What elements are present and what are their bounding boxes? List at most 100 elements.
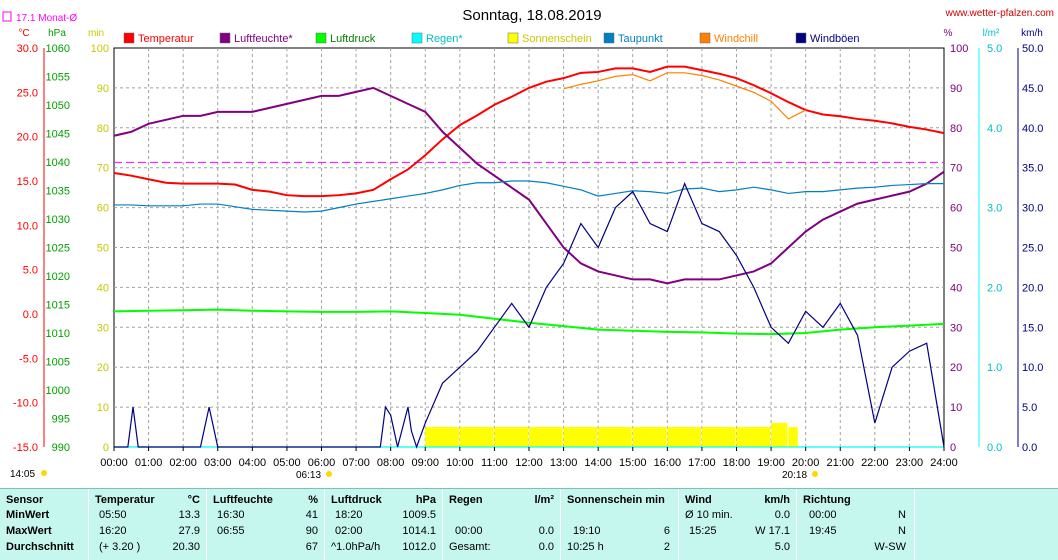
x-tick-label: 03:00 [204, 457, 232, 469]
pressure-unit: hPa [48, 28, 66, 39]
sunshine-bar [494, 427, 528, 447]
row-label-col: Sensor MinWert MaxWert Durchschnitt [0, 489, 88, 560]
temp-trend: (+ 3.20 ) [99, 541, 141, 553]
wind-max-time: 15:25 [689, 525, 717, 537]
sun-unit: min [88, 28, 104, 39]
col-sunshine: Sonnenschein min 19:10 6 10:25 h 2 [560, 489, 678, 560]
col-humidity: Luftfeuchte % 16:30 41 06:55 90 67 [206, 489, 324, 560]
series-line-luftdruck [113, 308, 945, 336]
col-empty [914, 489, 1058, 560]
pressure-tick-label: 1000 [46, 385, 70, 397]
pressure-tick-label: 1030 [46, 214, 70, 226]
humidity-tick-label: 0 [950, 442, 956, 454]
rain-unit: l/m² [983, 28, 1000, 39]
legend-swatch [123, 32, 135, 44]
dir-avg-value: W-SW [874, 541, 906, 553]
temp-unit: °C [18, 28, 29, 39]
x-tick-label: 22:00 [861, 457, 889, 469]
temp-tick-label: -5.0 [19, 353, 38, 365]
series-line-windben [114, 182, 945, 449]
sun-tick-label: 50 [97, 243, 109, 255]
sun-tick-label: 80 [97, 123, 109, 135]
pressure-tick-label: 1040 [46, 157, 70, 169]
x-tick-label: 04:00 [239, 457, 267, 469]
label-max: MaxWert [6, 525, 52, 537]
temp-avg-value: 20.30 [172, 541, 200, 553]
press-trend: ^1.0hPa/h [331, 541, 381, 553]
wind-unit: km/h [1021, 28, 1043, 39]
sunshine-bar [736, 427, 771, 447]
sunshine-bar [459, 427, 494, 447]
wind-tick-label: 5.0 [1022, 402, 1037, 414]
x-tick-label: 21:00 [826, 457, 854, 469]
hdr-direction: Richtung [803, 494, 851, 506]
sun-tick-label: 0 [103, 442, 109, 454]
wind-tick-label: 45.0 [1022, 83, 1043, 95]
temp-max-time: 16:20 [99, 525, 127, 537]
dir-min-value: N [898, 509, 906, 521]
x-tick-label: 24:00 [930, 457, 958, 469]
sun-max-time: 19:10 [573, 525, 601, 537]
sunrise-label: 06:13 [296, 470, 321, 481]
humidity-tick-label: 70 [950, 163, 962, 175]
hdr-sensor: Sensor [6, 494, 44, 506]
sun-max-value: 6 [663, 525, 670, 537]
press-avg-value: 1012.0 [402, 541, 436, 553]
hum-avg-value: 67 [305, 541, 318, 553]
hdr-wind: Wind [685, 494, 712, 506]
humidity-tick-label: 40 [950, 282, 962, 294]
sunshine-bar [632, 427, 667, 447]
pressure-tick-label: 1025 [46, 243, 70, 255]
sunshine-bar [563, 427, 598, 447]
stats-table: Sensor MinWert MaxWert Durchschnitt Temp… [0, 488, 1058, 560]
weather-chart: Sonntag, 18.08.2019 www.wetter-pfalzen.c… [2, 7, 1054, 481]
temp-tick-label: -15.0 [13, 442, 38, 454]
rain-tick-label: 0.0 [987, 442, 1002, 454]
dir-max-value: N [898, 525, 906, 537]
wind-tick-label: 35.0 [1022, 163, 1043, 175]
left-time-label: 14:05 [10, 469, 35, 480]
pressure-tick-label: 1035 [46, 186, 70, 198]
unit-wind: km/h [764, 494, 790, 506]
hdr-rain: Regen [449, 494, 483, 506]
hdr-pressure: Luftdruck [331, 494, 382, 506]
temp-tick-label: 25.0 [17, 87, 38, 99]
wind-avg-value: 5.0 [774, 541, 790, 553]
wind-max-value: W 17.1 [755, 525, 790, 537]
unit-pressure: hPa [415, 494, 436, 506]
wind-tick-label: 50.0 [1022, 43, 1043, 55]
col-direction: Richtung 00:00 N 19:45 N W-SW [796, 489, 914, 560]
x-tick-label: 07:00 [342, 457, 370, 469]
wind-tick-label: 30.0 [1022, 203, 1043, 215]
legend-swatch [411, 32, 423, 44]
sunshine-bar [771, 423, 788, 447]
hdr-humidity: Luftfeuchte [213, 494, 273, 506]
chart-title: Sonntag, 18.08.2019 [462, 7, 601, 24]
pressure-tick-label: 990 [52, 442, 70, 454]
legend-label: Luftdruck [330, 33, 376, 45]
sunshine-bars [425, 423, 798, 447]
x-tick-label: 12:00 [515, 457, 543, 469]
legend-label: Sonnenschein [522, 33, 592, 45]
x-tick-label: 06:00 [308, 457, 336, 469]
press-max-time: 02:00 [335, 525, 363, 537]
legend-label: Windchill [714, 33, 758, 45]
unit-temperature: °C [187, 494, 200, 506]
temp-tick-label: 15.0 [17, 176, 38, 188]
legend-label: Regen* [426, 33, 463, 45]
wind-tick-label: 25.0 [1022, 243, 1043, 255]
temp-tick-label: 10.0 [17, 220, 38, 232]
x-tick-label: 09:00 [411, 457, 439, 469]
temp-tick-label: 0.0 [23, 309, 38, 321]
x-tick-label: 15:00 [619, 457, 647, 469]
unit-humidity: % [308, 494, 318, 506]
x-tick-label: 05:00 [273, 457, 301, 469]
site-link[interactable]: www.wetter-pfalzen.com [945, 8, 1054, 19]
legend-swatch [699, 32, 711, 44]
hum-max-value: 90 [305, 525, 318, 537]
grid [114, 48, 944, 447]
hum-min-value: 41 [305, 509, 318, 521]
y-tick-labels: 30.0 25.0 20.0 15.0 10.0 5.0 0.0 -5.0 -10.0 -15.0… [13, 43, 1044, 454]
sunshine-bar [788, 427, 798, 447]
wind-tick-label: 10.0 [1022, 362, 1043, 374]
